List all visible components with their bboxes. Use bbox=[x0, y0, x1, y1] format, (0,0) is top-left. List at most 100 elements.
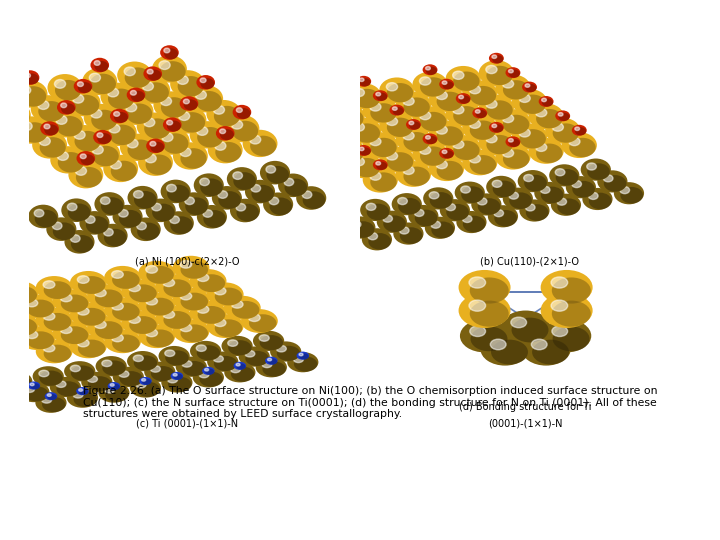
Circle shape bbox=[423, 64, 438, 75]
Circle shape bbox=[520, 94, 546, 114]
Circle shape bbox=[107, 88, 119, 97]
Circle shape bbox=[471, 327, 508, 351]
Circle shape bbox=[173, 287, 210, 312]
Circle shape bbox=[287, 100, 314, 120]
Circle shape bbox=[396, 161, 431, 187]
Circle shape bbox=[177, 76, 188, 84]
Circle shape bbox=[190, 301, 227, 325]
Circle shape bbox=[181, 293, 208, 310]
Circle shape bbox=[456, 211, 487, 233]
Circle shape bbox=[189, 121, 225, 149]
Circle shape bbox=[95, 289, 122, 307]
Circle shape bbox=[25, 386, 48, 401]
Circle shape bbox=[469, 155, 496, 174]
Circle shape bbox=[354, 123, 380, 143]
Circle shape bbox=[197, 274, 209, 281]
Circle shape bbox=[236, 204, 246, 211]
Circle shape bbox=[552, 326, 567, 336]
Circle shape bbox=[121, 279, 158, 303]
Circle shape bbox=[129, 284, 140, 292]
Circle shape bbox=[512, 124, 547, 150]
Circle shape bbox=[492, 124, 503, 132]
Circle shape bbox=[362, 228, 392, 251]
Circle shape bbox=[92, 145, 103, 154]
Circle shape bbox=[8, 94, 22, 105]
Circle shape bbox=[1, 281, 38, 305]
Circle shape bbox=[442, 81, 447, 84]
Circle shape bbox=[171, 106, 207, 133]
Circle shape bbox=[423, 187, 454, 210]
Circle shape bbox=[145, 199, 176, 222]
Circle shape bbox=[20, 86, 46, 107]
Circle shape bbox=[557, 198, 580, 215]
Circle shape bbox=[492, 180, 502, 187]
Circle shape bbox=[270, 341, 301, 362]
Circle shape bbox=[21, 122, 32, 131]
Circle shape bbox=[232, 121, 258, 141]
Circle shape bbox=[486, 66, 513, 85]
Circle shape bbox=[570, 138, 595, 157]
Circle shape bbox=[359, 147, 371, 156]
Text: Figure 2.26. (a) The O surface structure on Ni(100); (b) the O chemisorption ind: Figure 2.26. (a) The O surface structure… bbox=[83, 386, 657, 419]
Circle shape bbox=[207, 100, 241, 127]
Circle shape bbox=[152, 55, 187, 83]
Circle shape bbox=[207, 352, 238, 372]
Circle shape bbox=[220, 129, 234, 140]
Circle shape bbox=[469, 278, 509, 303]
Circle shape bbox=[557, 198, 567, 205]
Circle shape bbox=[431, 221, 441, 228]
Circle shape bbox=[110, 160, 122, 169]
Circle shape bbox=[77, 339, 89, 347]
Circle shape bbox=[512, 318, 549, 342]
Circle shape bbox=[138, 293, 175, 316]
Circle shape bbox=[178, 76, 204, 97]
Circle shape bbox=[38, 101, 64, 122]
Circle shape bbox=[56, 116, 83, 137]
Circle shape bbox=[335, 209, 344, 216]
Circle shape bbox=[575, 127, 586, 136]
Circle shape bbox=[587, 163, 596, 170]
Circle shape bbox=[454, 181, 485, 204]
Circle shape bbox=[173, 143, 208, 170]
Circle shape bbox=[363, 132, 398, 158]
Circle shape bbox=[541, 293, 593, 328]
Circle shape bbox=[310, 104, 321, 112]
Circle shape bbox=[423, 133, 438, 144]
Circle shape bbox=[236, 363, 240, 366]
Circle shape bbox=[195, 91, 207, 99]
Circle shape bbox=[363, 98, 398, 124]
Circle shape bbox=[488, 205, 518, 227]
Circle shape bbox=[80, 154, 86, 159]
Circle shape bbox=[168, 377, 192, 392]
Circle shape bbox=[102, 119, 137, 146]
Circle shape bbox=[109, 125, 135, 145]
Circle shape bbox=[78, 82, 91, 93]
Circle shape bbox=[18, 382, 50, 402]
Circle shape bbox=[420, 77, 446, 97]
Circle shape bbox=[21, 70, 40, 85]
Circle shape bbox=[164, 48, 170, 53]
Circle shape bbox=[111, 161, 137, 181]
Circle shape bbox=[70, 303, 107, 327]
Circle shape bbox=[197, 127, 223, 147]
Circle shape bbox=[73, 94, 84, 103]
Circle shape bbox=[556, 169, 578, 186]
Circle shape bbox=[153, 91, 188, 119]
Circle shape bbox=[197, 306, 209, 313]
Circle shape bbox=[480, 333, 530, 366]
Circle shape bbox=[90, 73, 116, 94]
Circle shape bbox=[44, 345, 71, 362]
Circle shape bbox=[420, 112, 446, 131]
Circle shape bbox=[230, 366, 240, 373]
Circle shape bbox=[491, 340, 528, 365]
Circle shape bbox=[604, 175, 626, 192]
Circle shape bbox=[462, 80, 498, 106]
Circle shape bbox=[104, 298, 141, 321]
Circle shape bbox=[13, 80, 48, 107]
Circle shape bbox=[354, 123, 364, 131]
Circle shape bbox=[503, 80, 513, 88]
Circle shape bbox=[19, 86, 31, 94]
Circle shape bbox=[24, 73, 30, 78]
Circle shape bbox=[534, 182, 564, 204]
Circle shape bbox=[163, 279, 175, 287]
